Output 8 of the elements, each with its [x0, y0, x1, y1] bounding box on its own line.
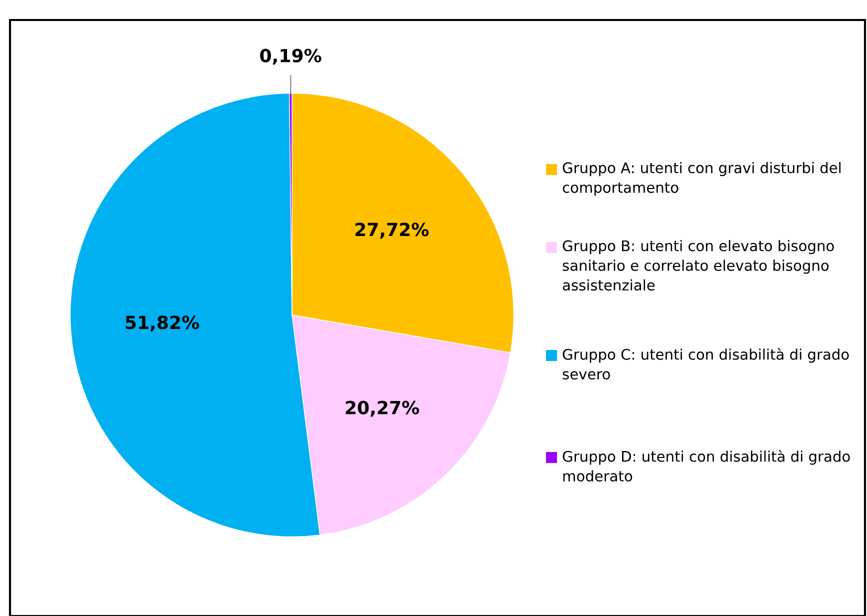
data-label: 27,72%	[355, 222, 429, 239]
data-label: 51,82%	[126, 316, 200, 332]
legend-label: Gruppo C: utenti con disabilità di grado severo	[562, 348, 849, 380]
legend-label: Gruppo A: utenti con gravi disturbi del comportamento	[562, 162, 841, 196]
legend-label: Gruppo D: utenti con disabilità di grado moderato	[562, 450, 850, 482]
legend-label: Gruppo B: utenti con elevato bisogno sanitario e correlato elevato bisogno assistenziale	[562, 240, 834, 291]
data-label: 20,27%	[346, 400, 420, 417]
data-label: 0,19%	[260, 48, 322, 65]
